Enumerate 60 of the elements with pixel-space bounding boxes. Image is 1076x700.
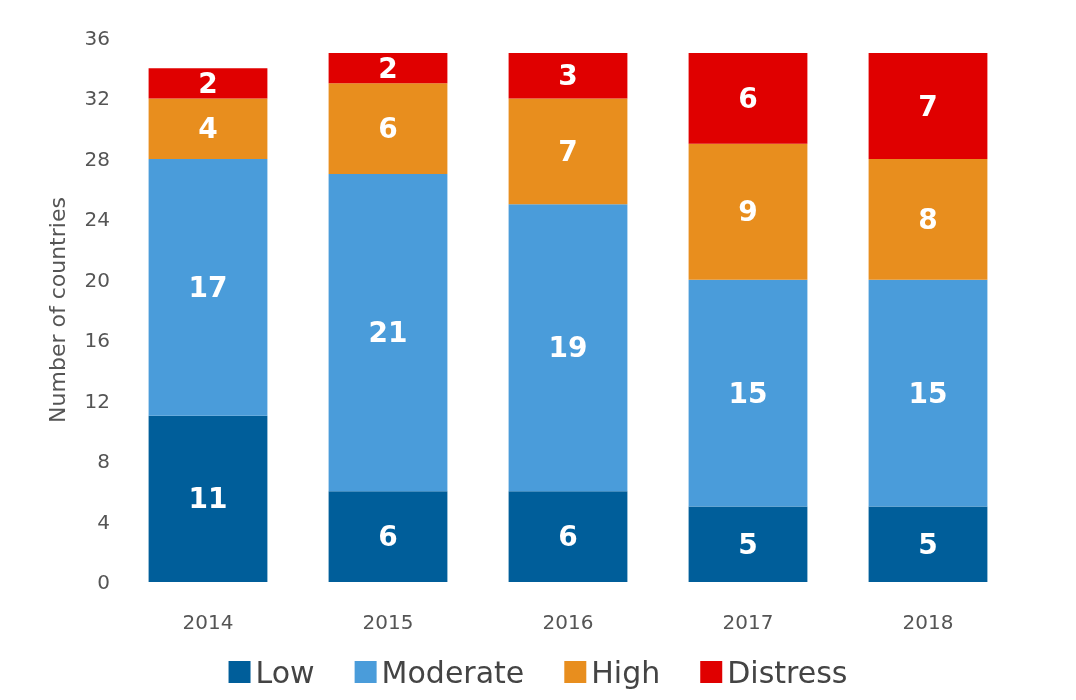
- bar: [688, 506, 808, 582]
- data-label: 21: [368, 316, 408, 350]
- legend-label: Low: [255, 654, 315, 690]
- data-label: 6: [378, 520, 398, 554]
- data-label: 3: [558, 59, 578, 93]
- bar: [868, 53, 988, 159]
- data-label: 6: [738, 81, 758, 115]
- bar: [148, 98, 268, 159]
- bar: [148, 68, 268, 99]
- bar: [148, 158, 268, 416]
- data-label: 6: [558, 520, 578, 554]
- bar: [328, 491, 448, 582]
- x-tick-label: 2016: [542, 610, 594, 634]
- y-tick-label: 32: [84, 86, 110, 111]
- data-label: 5: [738, 527, 758, 561]
- y-tick-label: 20: [84, 267, 110, 292]
- y-tick-label: 16: [84, 328, 110, 353]
- data-label: 19: [548, 331, 588, 365]
- legend-label: Distress: [727, 654, 848, 690]
- data-label: 5: [918, 527, 938, 561]
- data-label: 17: [188, 270, 228, 304]
- bar: [688, 279, 808, 507]
- y-tick-label: 36: [84, 26, 110, 50]
- data-label: 2: [198, 66, 218, 100]
- x-tick-label: 2015: [362, 610, 414, 634]
- bar: [328, 174, 448, 492]
- data-label: 8: [918, 202, 938, 236]
- data-label: 2: [378, 51, 398, 85]
- bar: [868, 158, 988, 280]
- bar: [688, 53, 808, 144]
- data-label: 11: [188, 482, 228, 516]
- bar: [148, 415, 268, 582]
- bar: [328, 53, 448, 84]
- y-tick-label: 8: [97, 449, 110, 474]
- data-label: 4: [198, 112, 218, 146]
- bar: [868, 506, 988, 582]
- bar: [688, 143, 808, 280]
- bar: [868, 279, 988, 507]
- bar: [508, 491, 628, 582]
- x-tick-label: 2018: [902, 610, 954, 634]
- y-tick-label: 24: [84, 207, 110, 232]
- data-label: 6: [378, 112, 398, 146]
- y-tick-label: 4: [97, 509, 110, 534]
- legend-label: High: [591, 654, 661, 690]
- data-label: 7: [918, 89, 938, 123]
- y-tick-label: 12: [84, 388, 110, 413]
- bar: [508, 204, 628, 492]
- x-tick-label: 2017: [722, 610, 774, 634]
- bar: [328, 83, 448, 174]
- x-tick-label: 2014: [182, 610, 234, 634]
- data-label: 9: [738, 195, 758, 229]
- y-tick-label: 0: [97, 570, 110, 594]
- data-label: 15: [908, 376, 948, 410]
- y-tick-label: 28: [84, 146, 110, 171]
- data-label: 15: [728, 376, 768, 410]
- legend-label: Moderate: [381, 654, 525, 690]
- data-label: 7: [558, 134, 578, 168]
- bar: [508, 53, 628, 99]
- y-axis-title: Number of countries: [44, 197, 70, 423]
- bar: [508, 98, 628, 205]
